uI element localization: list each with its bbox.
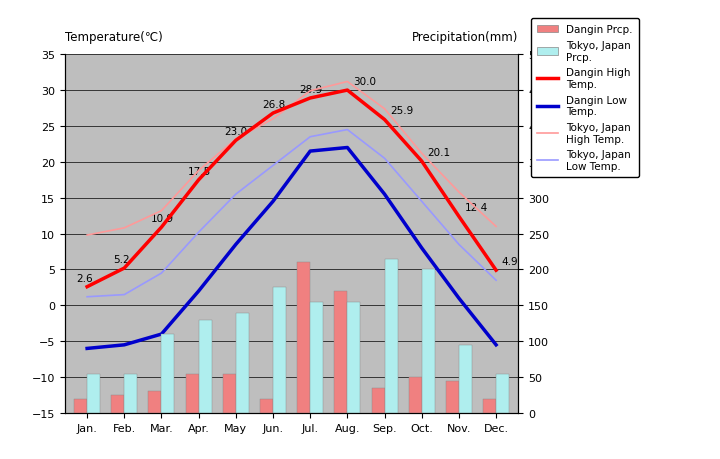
Dangin Low
Temp. (83, 346, 91, 352)
Dangin High
Temp. (232, 138, 240, 144)
Tokyo, Japan
Low Temp. (492, 278, 500, 283)
Tokyo, Japan
High Temp. (492, 224, 500, 230)
Tokyo, Japan
High Temp. (418, 151, 426, 157)
Text: 28.9: 28.9 (299, 84, 323, 95)
Tokyo, Japan
High Temp. (157, 208, 166, 214)
Dangin High
Temp. (492, 268, 500, 274)
Tokyo, Japan
High Temp. (269, 117, 277, 122)
Bar (422, 270, 435, 413)
Bar (222, 374, 236, 413)
Bar (273, 288, 286, 413)
Bar (87, 374, 100, 413)
Dangin Low
Temp. (157, 331, 166, 337)
Tokyo, Japan
High Temp. (454, 190, 463, 196)
Text: 2.6: 2.6 (76, 273, 93, 283)
Bar (459, 345, 472, 413)
Dangin Low
Temp. (380, 192, 389, 197)
Bar (446, 381, 459, 413)
Bar (236, 313, 249, 413)
Tokyo, Japan
Low Temp. (232, 192, 240, 197)
Text: 23.0: 23.0 (225, 127, 248, 137)
Dangin Low
Temp. (306, 149, 315, 155)
Dangin High
Temp. (454, 214, 463, 220)
Dangin Low
Temp. (120, 342, 129, 348)
Bar (496, 374, 509, 413)
Bar (297, 263, 310, 413)
Bar (310, 302, 323, 413)
Text: 25.9: 25.9 (390, 106, 413, 116)
Line: Dangin Low
Temp.: Dangin Low Temp. (87, 148, 496, 349)
Tokyo, Japan
Low Temp. (418, 199, 426, 205)
Line: Dangin High
Temp.: Dangin High Temp. (87, 91, 496, 287)
Bar (260, 399, 273, 413)
Dangin Low
Temp. (232, 242, 240, 247)
Bar (148, 392, 161, 413)
Dangin High
Temp. (157, 225, 166, 230)
Text: 26.8: 26.8 (262, 100, 285, 110)
Bar (409, 377, 422, 413)
Bar (112, 395, 125, 413)
Tokyo, Japan
High Temp. (380, 107, 389, 112)
Legend: Dangin Prcp., Tokyo, Japan
Prcp., Dangin High
Temp., Dangin Low
Temp., Tokyo, Ja: Dangin Prcp., Tokyo, Japan Prcp., Dangin… (531, 19, 639, 178)
Tokyo, Japan
Low Temp. (306, 134, 315, 140)
Bar (384, 259, 397, 413)
Line: Tokyo, Japan
High Temp.: Tokyo, Japan High Temp. (87, 82, 496, 235)
Text: 17.5: 17.5 (187, 166, 211, 176)
Bar (161, 334, 174, 413)
Tokyo, Japan
High Temp. (120, 226, 129, 231)
Tokyo, Japan
Low Temp. (343, 128, 351, 133)
Dangin High
Temp. (306, 96, 315, 101)
Dangin High
Temp. (269, 111, 277, 117)
Bar (334, 291, 347, 413)
Dangin Low
Temp. (418, 246, 426, 251)
Dangin High
Temp. (120, 266, 129, 271)
Line: Tokyo, Japan
Low Temp.: Tokyo, Japan Low Temp. (87, 130, 496, 297)
Text: 30.0: 30.0 (353, 77, 376, 87)
Dangin Low
Temp. (343, 146, 351, 151)
Tokyo, Japan
Low Temp. (120, 292, 129, 298)
Dangin High
Temp. (380, 118, 389, 123)
Tokyo, Japan
Low Temp. (454, 242, 463, 247)
Bar (186, 374, 199, 413)
Dangin Low
Temp. (194, 289, 203, 294)
Tokyo, Japan
Low Temp. (269, 163, 277, 169)
Tokyo, Japan
High Temp. (306, 89, 315, 95)
Tokyo, Japan
Low Temp. (157, 271, 166, 276)
Bar (372, 388, 384, 413)
Dangin High
Temp. (194, 178, 203, 183)
Text: 4.9: 4.9 (502, 257, 518, 267)
Tokyo, Japan
High Temp. (194, 168, 203, 174)
Tokyo, Japan
High Temp. (343, 79, 351, 85)
Text: Precipitation(mm): Precipitation(mm) (412, 31, 518, 44)
Dangin Low
Temp. (492, 342, 500, 348)
Dangin High
Temp. (83, 284, 91, 290)
Bar (199, 320, 212, 413)
Bar (74, 399, 87, 413)
Bar (347, 302, 361, 413)
Text: 20.1: 20.1 (427, 148, 451, 157)
Dangin Low
Temp. (454, 296, 463, 301)
Bar (125, 374, 138, 413)
Tokyo, Japan
Low Temp. (380, 156, 389, 162)
Text: 12.4: 12.4 (464, 203, 487, 213)
Text: 5.2: 5.2 (113, 254, 130, 264)
Text: 10.9: 10.9 (150, 213, 174, 224)
Dangin Low
Temp. (269, 199, 277, 205)
Tokyo, Japan
Low Temp. (194, 230, 203, 235)
Dangin High
Temp. (418, 159, 426, 164)
Bar (483, 399, 496, 413)
Tokyo, Japan
High Temp. (232, 137, 240, 142)
Dangin High
Temp. (343, 88, 351, 94)
Tokyo, Japan
Low Temp. (83, 294, 91, 300)
Tokyo, Japan
High Temp. (83, 233, 91, 238)
Text: Temperature(℃): Temperature(℃) (65, 31, 163, 44)
